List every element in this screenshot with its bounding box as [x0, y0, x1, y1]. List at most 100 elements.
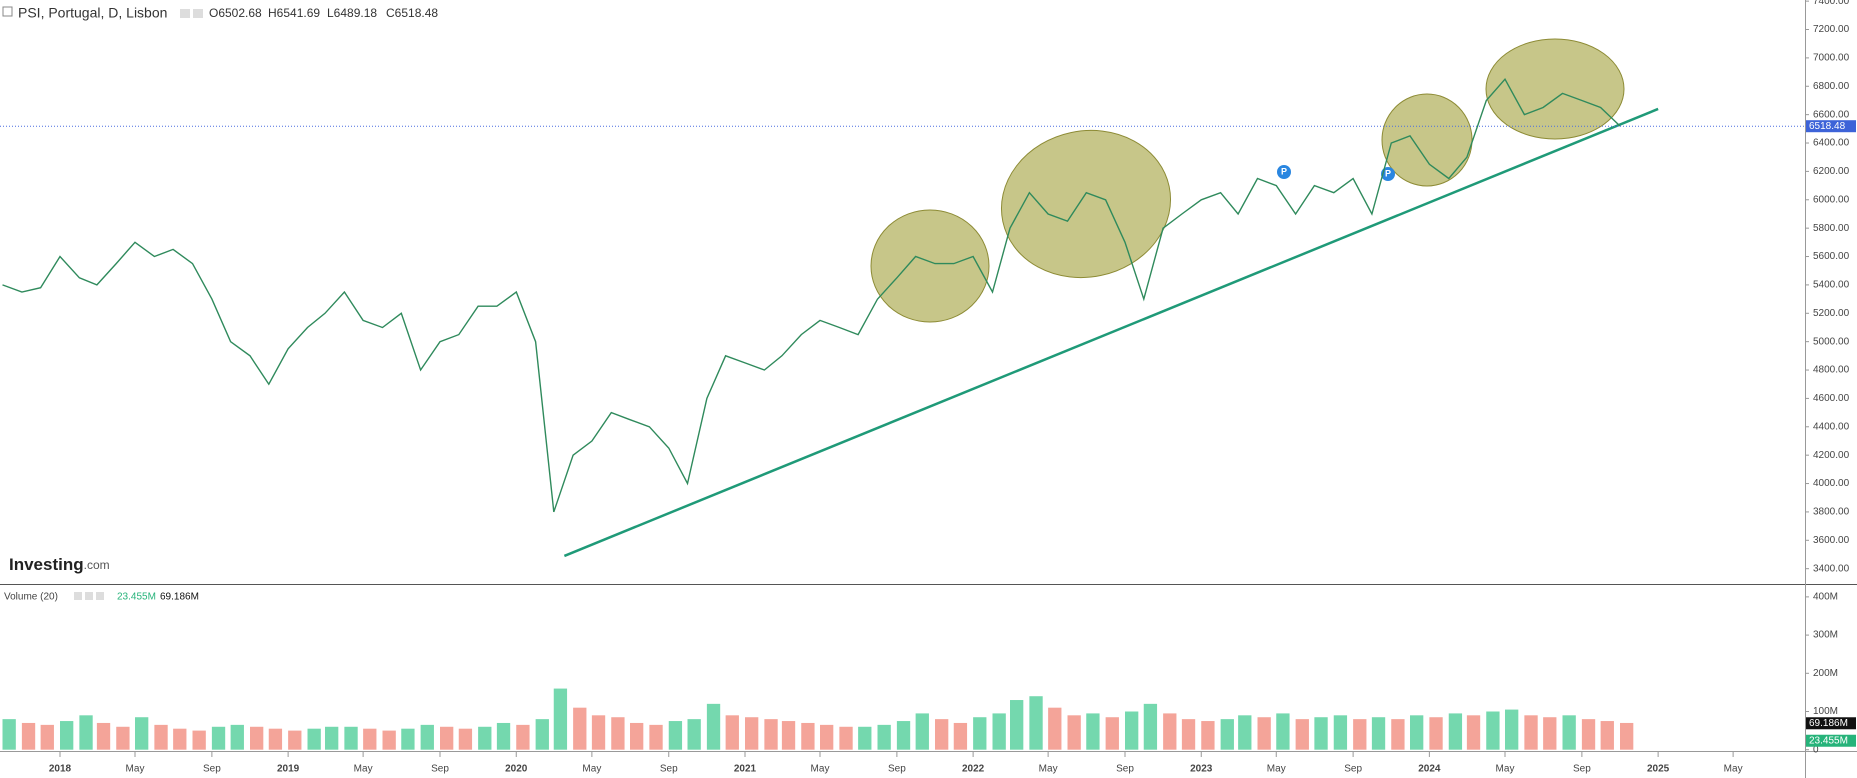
volume-bar [725, 715, 739, 750]
volume-bar [992, 713, 1006, 750]
volume-bar [1163, 713, 1177, 750]
event-marker[interactable] [1277, 165, 1291, 179]
volume-title: Volume (20) [4, 592, 58, 603]
y-tick-label: 4600.00 [1813, 393, 1850, 404]
y-tick-label: 5400.00 [1813, 280, 1850, 291]
y-tick-label: 4400.00 [1813, 421, 1850, 432]
x-tick-label: May [811, 764, 830, 775]
watermark-main: Investing [9, 555, 84, 574]
ohlc-close: C6518.48 [386, 6, 438, 20]
y-tick-label: 6400.00 [1813, 138, 1850, 149]
volume-bar [1466, 715, 1481, 750]
volume-bar [687, 719, 701, 750]
volume-bar [363, 728, 377, 750]
highlight-ellipse [1381, 93, 1473, 187]
settings-icon[interactable] [193, 9, 203, 18]
settings-icon[interactable] [74, 592, 82, 600]
x-tick-label: May [1267, 764, 1286, 775]
volume-bar [1524, 715, 1538, 750]
volume-bar [1125, 711, 1139, 750]
watermark: Investing.com [9, 555, 110, 574]
y-tick-label: 5200.00 [1813, 308, 1850, 319]
volume-tag [1806, 734, 1856, 747]
y-tick-label: 5000.00 [1813, 336, 1850, 347]
y-tick-label: 3400.00 [1813, 563, 1850, 574]
volume-bar [1620, 722, 1634, 750]
y-tick-label: 4800.00 [1813, 365, 1850, 376]
highlight-ellipse [870, 209, 990, 323]
volume-bar [820, 724, 834, 750]
volume-bar [1086, 713, 1100, 750]
y-tick-label: 3600.00 [1813, 535, 1850, 546]
volume-bar [781, 721, 796, 750]
y-tick-label: 400M [1813, 592, 1838, 603]
x-tick-label: May [1039, 764, 1058, 775]
volume-tag [1806, 717, 1856, 730]
volume-bar [173, 728, 187, 750]
x-tick-label: Sep [888, 764, 906, 775]
volume-bar [154, 724, 168, 750]
volume-bar [96, 722, 111, 750]
volume-bar [1105, 717, 1119, 750]
y-tick-label: 5600.00 [1813, 251, 1850, 262]
volume-bar [1391, 719, 1405, 750]
volume-bar [839, 726, 853, 750]
x-tick-label: Sep [660, 764, 678, 775]
highlight-ellipse [1485, 38, 1625, 140]
volume-bar [630, 722, 644, 750]
volume-bar [307, 728, 321, 750]
volume-bar [2, 719, 16, 750]
trend-line [563, 107, 1659, 558]
x-tick-label: Sep [1344, 764, 1362, 775]
volume-bar [1429, 717, 1443, 750]
y-tick-label: 7400.00 [1813, 0, 1850, 7]
volume-bar [1486, 711, 1500, 750]
volume-bar [382, 730, 396, 750]
y-tick-label: 100M [1813, 706, 1838, 717]
price-line [2, 77, 1621, 513]
volume-bar [1067, 715, 1081, 750]
volume-bar [79, 715, 93, 750]
close-icon[interactable] [96, 592, 104, 600]
volume-bar [1353, 719, 1367, 750]
x-tick-label: 2020 [505, 764, 528, 775]
x-tick-label: Sep [1573, 764, 1591, 775]
x-tick-label: May [354, 764, 373, 775]
settings-icon[interactable] [180, 9, 190, 18]
volume-bar [764, 719, 778, 750]
volume-bar [649, 724, 663, 750]
y-tick-label: 7000.00 [1813, 53, 1850, 64]
volume-bar [288, 730, 302, 750]
volume-bar [953, 722, 968, 750]
last-price-tag [1806, 120, 1856, 133]
volume-bar [1410, 715, 1424, 750]
watermark-suffix: .com [84, 558, 110, 572]
menu-icon[interactable] [2, 6, 13, 17]
settings-icon[interactable] [85, 592, 93, 600]
ohlc-open: O6502.68 [209, 6, 262, 20]
volume-bar [858, 726, 872, 750]
volume-bar [896, 721, 911, 750]
volume-bar [250, 726, 264, 750]
volume-bar [706, 703, 721, 750]
volume-value: 23.455M [117, 592, 156, 603]
volume-bar [516, 724, 530, 750]
volume-bar [325, 726, 339, 750]
y-tick-label: 4000.00 [1813, 478, 1850, 489]
volume-bar [344, 726, 358, 750]
x-tick-label: 2019 [277, 764, 300, 775]
x-tick-label: 2025 [1647, 764, 1670, 775]
volume-bar [1314, 717, 1328, 750]
y-tick-label: 3800.00 [1813, 507, 1850, 518]
y-tick-label: 300M [1813, 630, 1838, 641]
volume-bar [420, 724, 434, 750]
volume-bar [230, 724, 244, 750]
symbol-title: PSI, Portugal, D, Lisbon [18, 5, 167, 21]
volume-bar [1543, 717, 1557, 750]
volume-bar [1448, 713, 1463, 750]
volume-bar [801, 722, 815, 750]
volume-bar [211, 726, 226, 750]
volume-bar [268, 728, 283, 750]
highlight-zones [870, 38, 1625, 323]
